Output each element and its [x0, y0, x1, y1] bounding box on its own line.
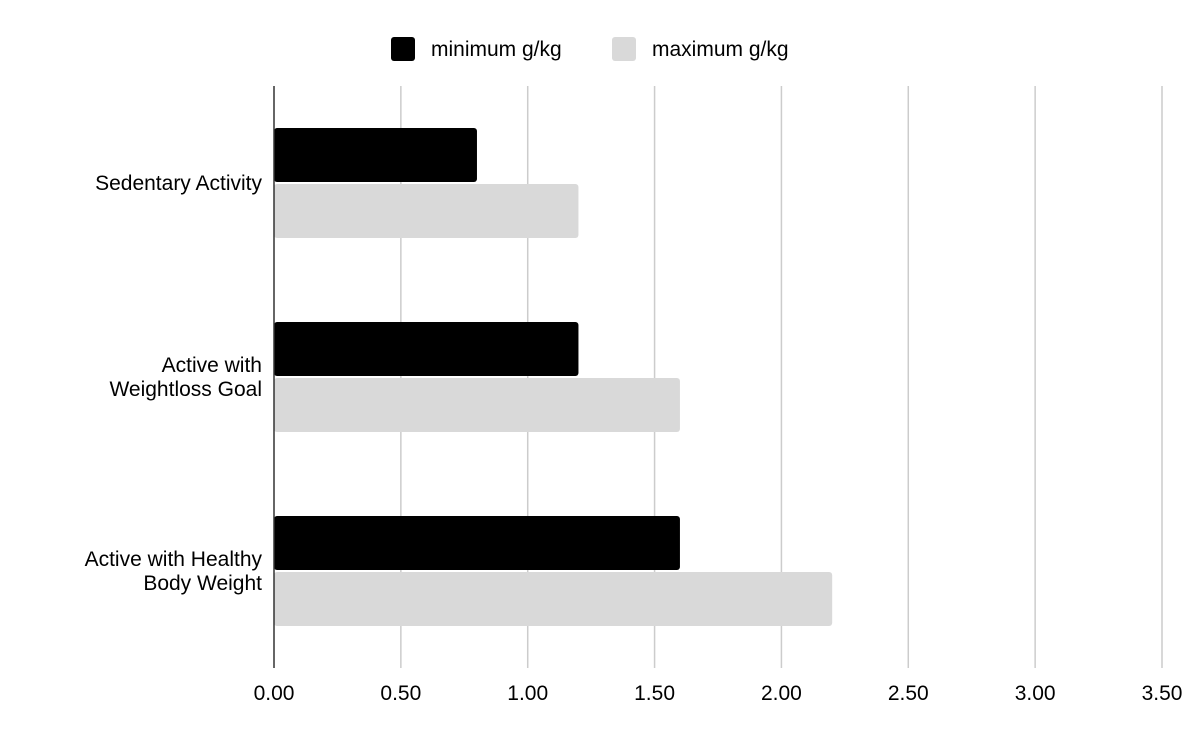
x-tick-label: 3.00	[1015, 682, 1056, 705]
bar-minimum-3	[274, 516, 680, 570]
x-tick-label: 2.50	[888, 682, 929, 705]
bars	[274, 128, 833, 626]
bar-minimum-2	[274, 322, 579, 376]
x-tick-label: 0.50	[380, 682, 421, 705]
x-tick-label: 2.00	[761, 682, 802, 705]
x-tick-label: 1.00	[507, 682, 548, 705]
category-label: Sedentary Activity	[95, 172, 262, 195]
x-axis-tick-labels: 0.00 0.50 1.00 1.50 2.00 2.50 3.00 3.50	[254, 682, 1183, 705]
legend-label-minimum: minimum g/kg	[431, 38, 562, 61]
legend: minimum g/kg maximum g/kg	[391, 37, 789, 61]
category-label-line: Sedentary Activity	[95, 172, 262, 195]
bar-maximum-3	[274, 572, 833, 626]
x-tick-label: 1.50	[634, 682, 675, 705]
x-tick-label: 0.00	[254, 682, 295, 705]
x-tick-label: 3.50	[1142, 682, 1183, 705]
bar-maximum-2	[274, 378, 680, 432]
category-label-line: Active with	[162, 354, 262, 377]
category-label-line: Active with Healthy	[85, 548, 263, 571]
category-label: Active with Healthy Body Weight	[85, 548, 263, 595]
legend-swatch-maximum	[612, 37, 636, 61]
gridlines	[400, 86, 1163, 668]
bar-maximum-1	[274, 184, 579, 238]
category-label-line: Body Weight	[143, 572, 262, 595]
category-labels: Sedentary Activity Active with Weightloss …	[85, 172, 263, 595]
bar-minimum-1	[274, 128, 477, 182]
legend-label-maximum: maximum g/kg	[652, 38, 789, 61]
category-label: Active with Weightloss Goal	[109, 354, 262, 401]
legend-swatch-minimum	[391, 37, 415, 61]
category-label-line: Weightloss Goal	[109, 378, 262, 401]
